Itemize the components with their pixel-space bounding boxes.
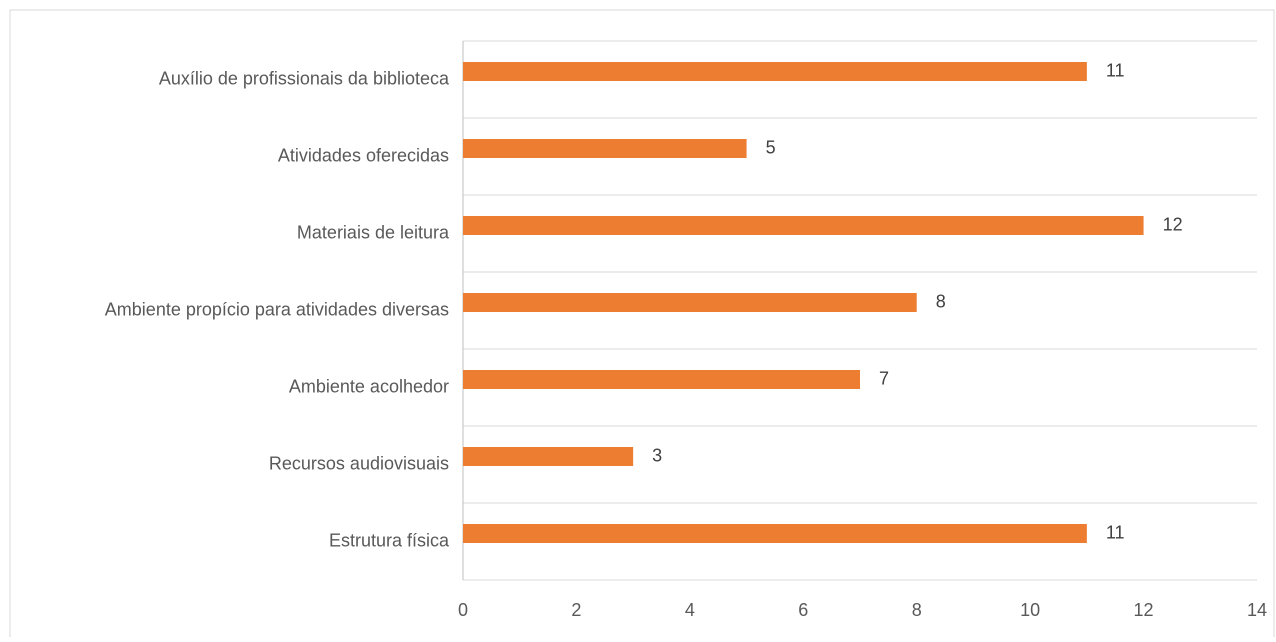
x-tick-label: 6 (798, 600, 808, 620)
data-label: 3 (652, 445, 662, 465)
data-label: 11 (1106, 522, 1125, 542)
x-tick-label: 0 (458, 600, 468, 620)
data-label: 8 (936, 291, 946, 311)
bar (463, 293, 917, 312)
x-tick-label: 12 (1134, 600, 1154, 620)
x-tick-label: 4 (685, 600, 695, 620)
bar (463, 139, 747, 158)
y-tick-label: Estrutura física (329, 530, 450, 550)
y-tick-label: Ambiente propício para atividades divers… (105, 299, 449, 319)
data-label: 5 (766, 137, 776, 157)
y-tick-label: Atividades oferecidas (278, 145, 449, 165)
bar (463, 524, 1087, 543)
bar (463, 216, 1144, 235)
y-tick-label: Recursos audiovisuais (269, 453, 449, 473)
data-label: 11 (1106, 60, 1125, 80)
y-tick-label: Materiais de leitura (297, 222, 450, 242)
bar (463, 447, 634, 466)
bar (463, 62, 1087, 81)
bar (463, 370, 860, 389)
data-label: 7 (879, 368, 889, 388)
x-tick-label: 8 (912, 600, 922, 620)
x-tick-label: 14 (1247, 600, 1267, 620)
y-tick-label: Ambiente acolhedor (289, 376, 449, 396)
y-tick-label: Auxílio de profissionais da biblioteca (159, 68, 450, 88)
x-tick-label: 10 (1020, 600, 1040, 620)
data-label: 12 (1163, 214, 1183, 234)
x-tick-label: 2 (571, 600, 581, 620)
